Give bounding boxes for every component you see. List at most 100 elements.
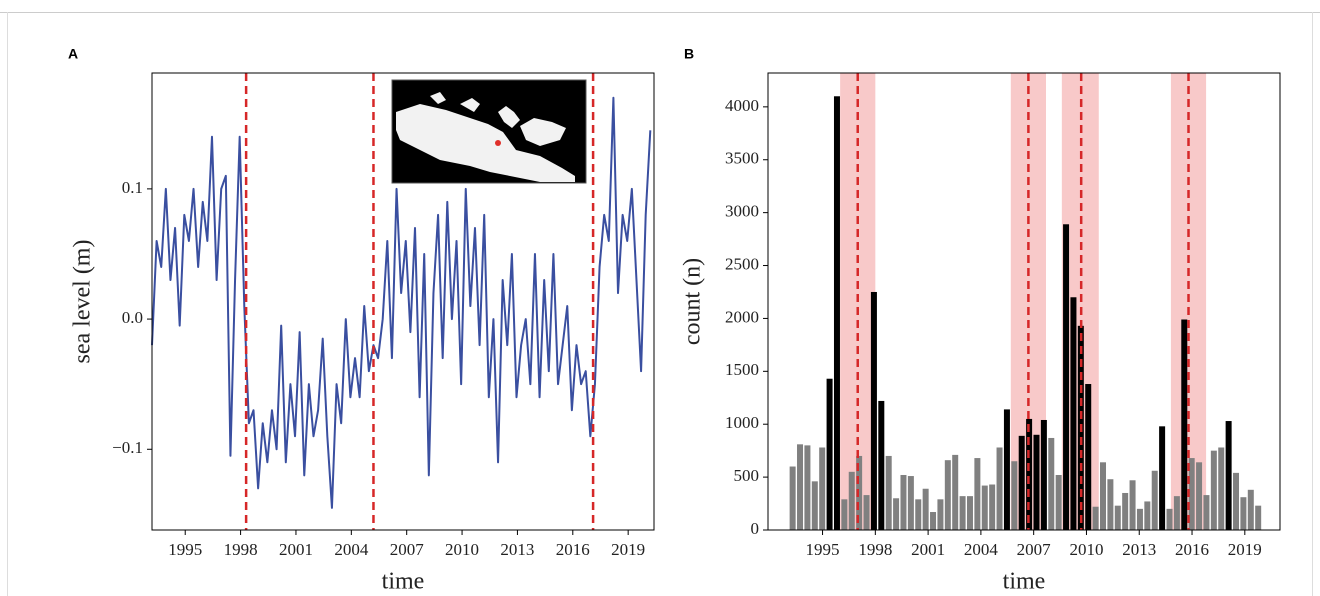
bar [996, 447, 1003, 530]
map-location [495, 140, 501, 146]
bar [1033, 434, 1040, 530]
bar [1247, 489, 1254, 530]
x-tick-label: 2019 [1228, 540, 1262, 559]
bar [974, 458, 981, 530]
plot-frame [151, 72, 655, 531]
x-tick-label: 2007 [390, 540, 425, 559]
bar [1159, 426, 1166, 530]
x-tick-label: 1998 [858, 540, 892, 559]
bar [863, 495, 870, 530]
y-tick-label: 3000 [725, 202, 759, 221]
bar [1003, 409, 1010, 530]
bar [789, 466, 796, 530]
bar [1026, 418, 1033, 530]
bar [1099, 462, 1106, 530]
y-tick-label: 500 [734, 466, 760, 485]
y-axis-label: sea level (m) [70, 240, 96, 364]
bar [833, 96, 840, 531]
bar [1040, 419, 1047, 530]
x-tick-label: 2010 [445, 540, 479, 559]
sea-level-line [151, 96, 652, 509]
bar [848, 471, 855, 530]
map-sea [430, 92, 446, 104]
y-tick-label: 1500 [725, 360, 759, 379]
y-tick-label: 1000 [725, 413, 759, 432]
panel-label: B [684, 46, 694, 62]
bar [944, 460, 951, 530]
bar [1018, 435, 1025, 530]
bar [1114, 505, 1121, 530]
bar [989, 484, 996, 530]
bar [1203, 495, 1210, 530]
bar [1218, 447, 1225, 530]
bar [1196, 462, 1203, 530]
bar [930, 512, 937, 530]
y-tick-label: −0.1 [112, 438, 143, 457]
bar [1048, 437, 1055, 530]
bar [841, 499, 848, 530]
bar [870, 291, 877, 530]
x-axis-label: time [382, 569, 425, 595]
y-tick-label: 2500 [725, 254, 759, 273]
bar [1144, 501, 1151, 530]
bar [856, 455, 863, 530]
bar [804, 445, 811, 530]
bar [1240, 497, 1247, 530]
x-tick-label: 1998 [224, 540, 258, 559]
bar [1085, 384, 1092, 530]
bar [1011, 461, 1018, 530]
y-tick-label: 3500 [725, 149, 759, 168]
map-sea [396, 104, 575, 182]
x-tick-label: 1995 [806, 540, 840, 559]
x-tick-label: 2004 [334, 540, 369, 559]
bar [893, 498, 900, 530]
bar [1129, 480, 1136, 530]
bar [952, 454, 959, 530]
x-axis-label: time [1003, 569, 1046, 595]
bar [1166, 508, 1173, 530]
map-sea [460, 98, 480, 112]
x-tick-label: 1995 [168, 540, 202, 559]
x-tick-label: 2016 [556, 540, 590, 559]
bar [1173, 496, 1180, 530]
bar [1107, 479, 1114, 530]
plot-frame [767, 72, 1281, 531]
bar [1070, 297, 1077, 530]
bar [959, 496, 966, 530]
bar [1055, 474, 1062, 530]
bar [1181, 319, 1188, 530]
bar [819, 447, 826, 530]
bar [937, 499, 944, 530]
y-tick-label: 0.1 [122, 178, 143, 197]
bar [1188, 458, 1195, 530]
bar [797, 444, 804, 530]
bar [907, 476, 914, 530]
bar [915, 499, 922, 530]
bar [981, 485, 988, 530]
x-tick-label: 2001 [911, 540, 945, 559]
x-tick-label: 2004 [964, 540, 999, 559]
x-tick-label: 2013 [500, 540, 534, 559]
y-axis-label: count (n) [680, 258, 706, 345]
bar [1255, 505, 1262, 530]
bar [900, 474, 907, 530]
x-tick-label: 2010 [1069, 540, 1103, 559]
bar [826, 378, 833, 530]
bar [878, 400, 885, 530]
bar [922, 488, 929, 530]
bar [1233, 472, 1240, 530]
map-sea [520, 118, 566, 146]
bar [966, 496, 973, 530]
bar [1151, 470, 1158, 530]
x-tick-label: 2001 [279, 540, 313, 559]
x-tick-label: 2007 [1017, 540, 1052, 559]
y-tick-label: 4000 [725, 96, 759, 115]
bar [1122, 492, 1129, 530]
panel-label: A [68, 46, 78, 62]
bar [1225, 421, 1232, 530]
bar [1136, 508, 1143, 530]
y-tick-label: 2000 [725, 307, 759, 326]
x-tick-label: 2016 [1175, 540, 1209, 559]
x-tick-label: 2019 [611, 540, 645, 559]
